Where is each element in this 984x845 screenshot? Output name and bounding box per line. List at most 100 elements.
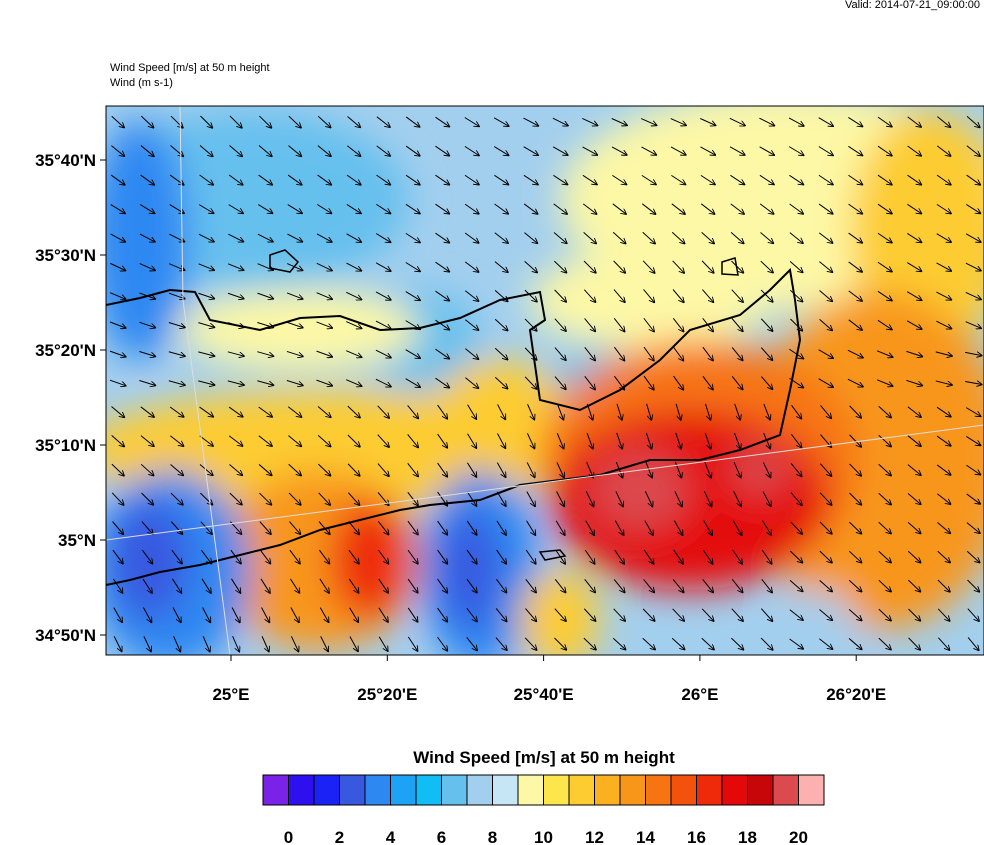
wind-arrow <box>586 432 593 449</box>
colorbar-box <box>339 774 366 806</box>
colorbar-label: 20 <box>789 828 808 845</box>
wind-arrow <box>762 462 770 477</box>
wind-arrow <box>376 174 391 185</box>
lat-label: 35°10'N <box>35 436 96 455</box>
wind-arrow <box>700 203 714 214</box>
wind-arrow <box>877 116 892 127</box>
islands <box>269 249 739 561</box>
wind-arrow <box>818 117 834 127</box>
wind-arrow <box>319 578 329 593</box>
wind-arrow <box>584 579 596 592</box>
wind-arrow <box>228 204 244 214</box>
wind-arrow <box>437 578 448 593</box>
wind-arrow <box>731 579 743 592</box>
wind-arrow <box>584 318 596 331</box>
wind-arrow <box>110 204 125 214</box>
wind-arrow <box>965 233 981 242</box>
wind-arrow <box>936 320 951 329</box>
lon-label: 26°E <box>681 685 718 704</box>
wind-arrow <box>819 290 833 302</box>
wind-arrow <box>289 549 300 564</box>
colorbar-label: 16 <box>687 828 706 845</box>
wind-arrow <box>819 638 832 650</box>
wind-arrow <box>346 145 360 156</box>
lat-label: 35°30'N <box>35 246 96 265</box>
wind-arrow <box>169 406 184 417</box>
wind-arrow <box>170 464 184 475</box>
wind-arrow <box>288 115 301 128</box>
wind-arrow <box>198 204 214 214</box>
wind-arrow <box>405 378 421 388</box>
wind-arrow <box>347 405 360 418</box>
wind-arrow <box>435 174 449 185</box>
wind-arrow <box>464 174 479 185</box>
colorbar-box <box>747 774 774 806</box>
wind-arrow <box>407 405 419 418</box>
wind-arrow <box>642 231 656 243</box>
wind-arrow <box>407 520 418 535</box>
wind-arrow <box>405 232 420 242</box>
wind-arrow <box>583 289 595 303</box>
colorbar-box <box>492 774 519 806</box>
wind-arrow <box>908 608 920 621</box>
wind-arrow <box>556 462 564 477</box>
wind-arrow <box>288 145 301 157</box>
wind-arrow <box>287 233 302 242</box>
wind-arrow <box>286 292 303 299</box>
wind-arrow <box>582 203 597 214</box>
wind-arrow <box>700 118 715 125</box>
wind-arrow <box>318 463 330 476</box>
wind-arrow <box>140 174 155 185</box>
wind-arrow <box>199 464 213 476</box>
wind-arrow <box>818 174 833 184</box>
wind-arrow <box>259 549 270 564</box>
wind-arrow <box>198 292 214 298</box>
wind-arrow <box>935 351 952 356</box>
wind-arrow <box>760 260 773 273</box>
wind-arrow <box>612 637 625 650</box>
wind-arrow <box>140 145 154 157</box>
wind-arrow <box>848 117 862 126</box>
wind-arrow <box>139 263 156 271</box>
wind-arrow <box>467 404 477 420</box>
wind-arrow <box>907 464 921 476</box>
wind-arrow <box>198 233 214 242</box>
wind-arrow <box>347 492 359 506</box>
wind-arrow <box>908 637 921 650</box>
wind-arrow <box>523 203 538 214</box>
wind-arrow <box>818 232 833 243</box>
wind-arrow <box>231 607 240 622</box>
wind-arrow <box>674 491 682 506</box>
lat-label: 35°N <box>58 531 96 550</box>
wind-arrow <box>643 549 654 564</box>
wind-arrow <box>701 231 715 243</box>
wind-arrow <box>582 117 597 125</box>
wind-arrow <box>907 493 921 504</box>
wind-arrow <box>554 579 566 592</box>
wind-arrow <box>848 174 862 185</box>
wind-arrow <box>700 146 716 155</box>
colorbar-box <box>696 774 723 806</box>
wind-arrow <box>405 349 421 359</box>
colorbar-box <box>645 774 672 806</box>
wind-arrow <box>496 520 506 535</box>
wind-arrow <box>112 549 123 564</box>
wind-arrow <box>643 317 654 331</box>
wind-arrow <box>789 261 803 272</box>
wind-arrow <box>377 434 389 448</box>
wind-arrow <box>966 204 980 213</box>
wind-arrow <box>675 432 681 449</box>
wind-arrow <box>286 350 303 356</box>
wind-arrow <box>701 637 714 650</box>
wind-arrow <box>878 492 892 505</box>
wind-arrow <box>227 351 244 356</box>
wind-arrow <box>113 636 122 651</box>
wind-arrow <box>848 638 862 649</box>
wind-arrow <box>375 349 391 358</box>
wind-arrow <box>523 117 538 126</box>
wind-arrow <box>704 461 711 478</box>
wind-arrow <box>935 380 952 385</box>
wind-arrow <box>819 463 831 477</box>
wind-field <box>106 106 984 655</box>
wind-arrow <box>703 491 711 506</box>
